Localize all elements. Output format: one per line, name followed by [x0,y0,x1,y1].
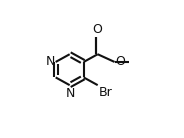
Text: Br: Br [98,86,112,99]
Text: N: N [66,87,75,100]
Text: O: O [115,55,125,68]
Text: N: N [45,55,55,68]
Text: O: O [93,23,103,36]
